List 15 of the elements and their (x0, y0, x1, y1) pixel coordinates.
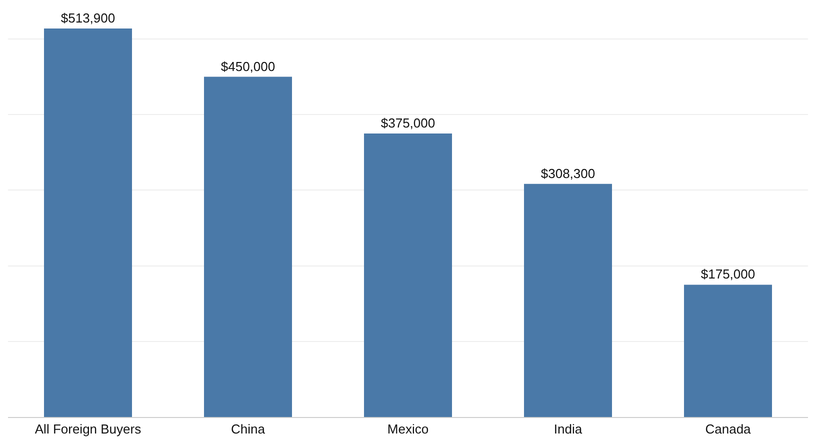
data-label: $513,900 (60, 10, 116, 26)
bar (364, 133, 452, 417)
x-tick-label: All Foreign Buyers (34, 422, 142, 437)
x-tick-label: Mexico (387, 422, 429, 437)
bar (204, 76, 292, 417)
x-tick-label: China (231, 422, 266, 437)
bar (684, 284, 772, 417)
data-label: $375,000 (380, 115, 436, 130)
data-label: $175,000 (700, 266, 756, 282)
data-label: $308,300 (540, 166, 596, 181)
x-tick-label: Canada (705, 422, 752, 437)
bar (44, 28, 132, 417)
data-label: $450,000 (220, 58, 276, 74)
x-tick-label: India (554, 422, 583, 437)
bar (524, 184, 612, 417)
